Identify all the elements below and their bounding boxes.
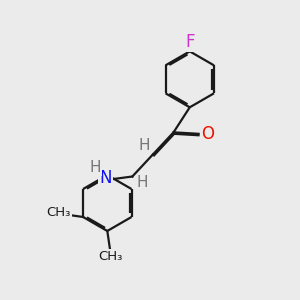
Text: H: H (139, 138, 150, 153)
Text: CH₃: CH₃ (47, 206, 71, 219)
Text: F: F (185, 33, 194, 51)
Text: CH₃: CH₃ (98, 250, 122, 263)
Text: H: H (89, 160, 101, 175)
Text: H: H (137, 175, 148, 190)
Text: N: N (100, 169, 112, 187)
Text: O: O (201, 125, 214, 143)
